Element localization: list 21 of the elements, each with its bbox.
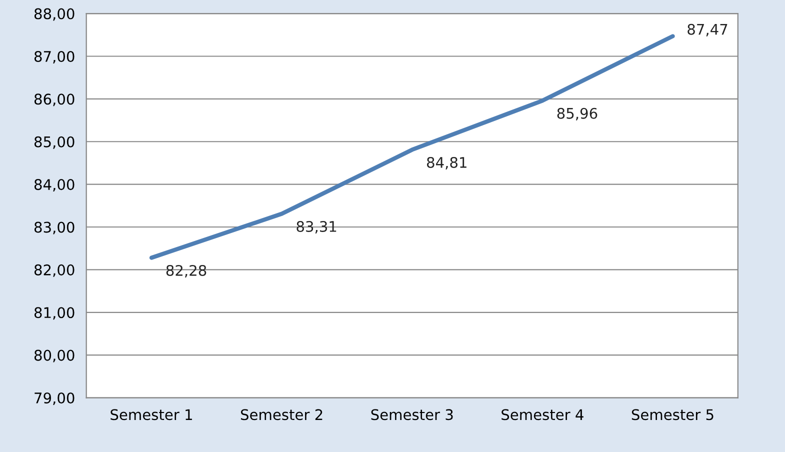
y-tick-label: 84,00 [34,179,74,192]
y-tick-label: 83,00 [34,222,74,234]
x-tick-label: Semester 4 [502,409,584,420]
y-tick-label: 80,00 [34,350,74,362]
x-tick-label: Semester 2 [240,409,322,420]
line-series [149,34,675,260]
data-label: 82,28 [166,264,206,278]
y-tick-label: 82,00 [34,264,74,277]
y-tick-label: 81,00 [34,307,74,320]
data-label: 85,96 [557,108,598,120]
x-tick-label: Semester 3 [371,409,453,420]
x-tick-label: Semester 5 [632,409,714,420]
y-tick-label: 87,00 [34,50,74,64]
data-label: 83,31 [296,220,336,234]
y-tick-label: 88,00 [34,8,74,21]
x-tick-label: Semester 1 [110,409,192,420]
y-tick-label: 85,00 [34,136,74,149]
data-label: 87,47 [688,24,728,36]
data-label: 84,81 [427,156,466,170]
y-tick-label: 79,00 [34,392,74,405]
y-tick-label: 86,00 [34,94,74,106]
